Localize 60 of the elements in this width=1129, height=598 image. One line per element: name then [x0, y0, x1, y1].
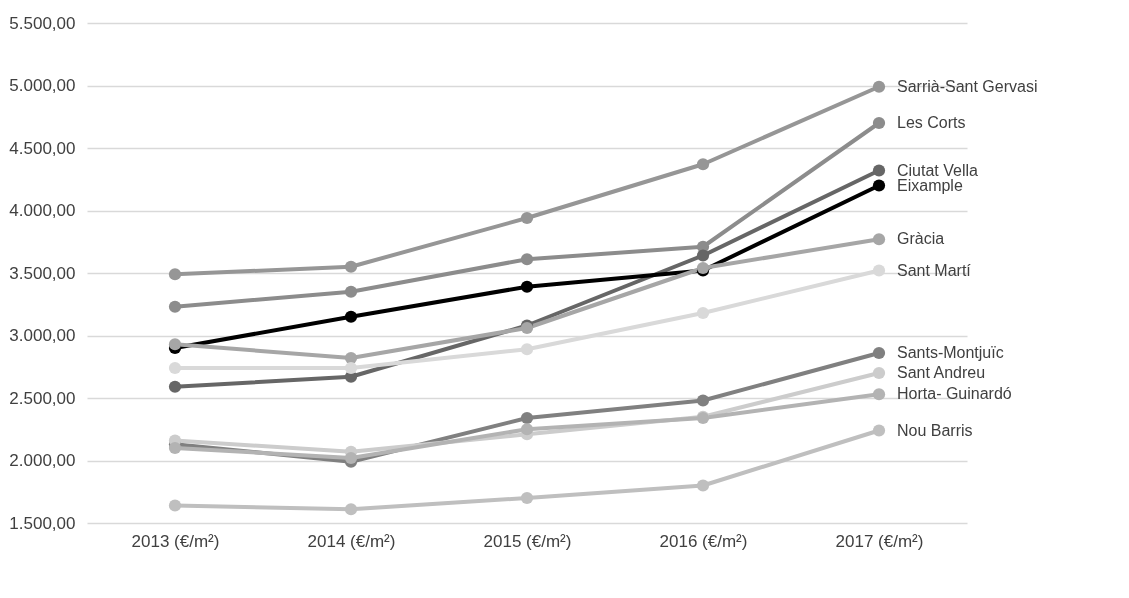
series-label: Sarrià-Sant Gervasi: [897, 77, 1038, 95]
y-tick-label: 4.500,00: [9, 138, 76, 158]
point: [520, 253, 534, 266]
point: [520, 211, 534, 225]
point: [344, 260, 358, 273]
series-label: Nou Barris: [897, 421, 973, 439]
x-tick-label: 2013 (€/m²): [131, 531, 220, 551]
point: [344, 503, 358, 516]
y-tick-label: 5.000,00: [9, 76, 76, 95]
point: [168, 361, 182, 375]
series-label: Ciutat Vella: [897, 161, 979, 179]
point: [520, 411, 534, 425]
y-tick-label: 2.500,00: [9, 388, 76, 408]
point: [168, 441, 182, 455]
series-label: Sant Andreu: [897, 364, 986, 381]
series-label: Les Corts: [897, 114, 966, 131]
series-label: Sants-Montjuïc: [897, 344, 1004, 361]
point: [168, 338, 182, 351]
point: [344, 361, 358, 375]
point: [344, 451, 358, 465]
series-label: Eixample: [897, 176, 963, 194]
point: [872, 179, 886, 192]
point: [872, 264, 886, 277]
x-tick-label: 2014 (€/m²): [307, 531, 396, 551]
point: [872, 346, 886, 360]
point: [872, 388, 886, 401]
point: [168, 380, 182, 393]
point: [872, 233, 886, 246]
point: [168, 268, 182, 281]
point: [872, 366, 886, 380]
point: [696, 249, 710, 262]
point: [520, 423, 534, 436]
point: [872, 116, 886, 130]
point: [696, 158, 710, 171]
point: [872, 424, 886, 437]
point: [872, 80, 886, 93]
point: [872, 164, 886, 177]
point: [344, 351, 358, 365]
y-tick-label: 4.000,00: [9, 201, 76, 220]
series-label: Sant Martí: [897, 261, 972, 279]
point: [696, 394, 710, 407]
point: [344, 310, 358, 323]
point: [168, 300, 182, 313]
series-label: Horta- Guinardó: [897, 385, 1012, 403]
point: [520, 280, 534, 293]
point: [696, 479, 710, 492]
x-tick-label: 2015 (€/m²): [483, 531, 572, 551]
y-tick-label: 3.500,00: [9, 263, 76, 283]
point: [168, 499, 182, 512]
y-tick-label: 1.500,00: [9, 513, 76, 533]
point: [520, 343, 534, 356]
point: [696, 306, 710, 320]
x-tick-label: 2016 (€/m²): [659, 531, 748, 551]
point: [520, 491, 534, 505]
point: [344, 285, 358, 298]
y-tick-label: 2.000,00: [9, 451, 76, 470]
y-tick-label: 3.000,00: [9, 326, 76, 345]
series-label: Gràcia: [897, 230, 945, 248]
y-tick-label: 5.500,00: [9, 13, 76, 33]
x-tick-label: 2017 (€/m²): [835, 531, 924, 551]
